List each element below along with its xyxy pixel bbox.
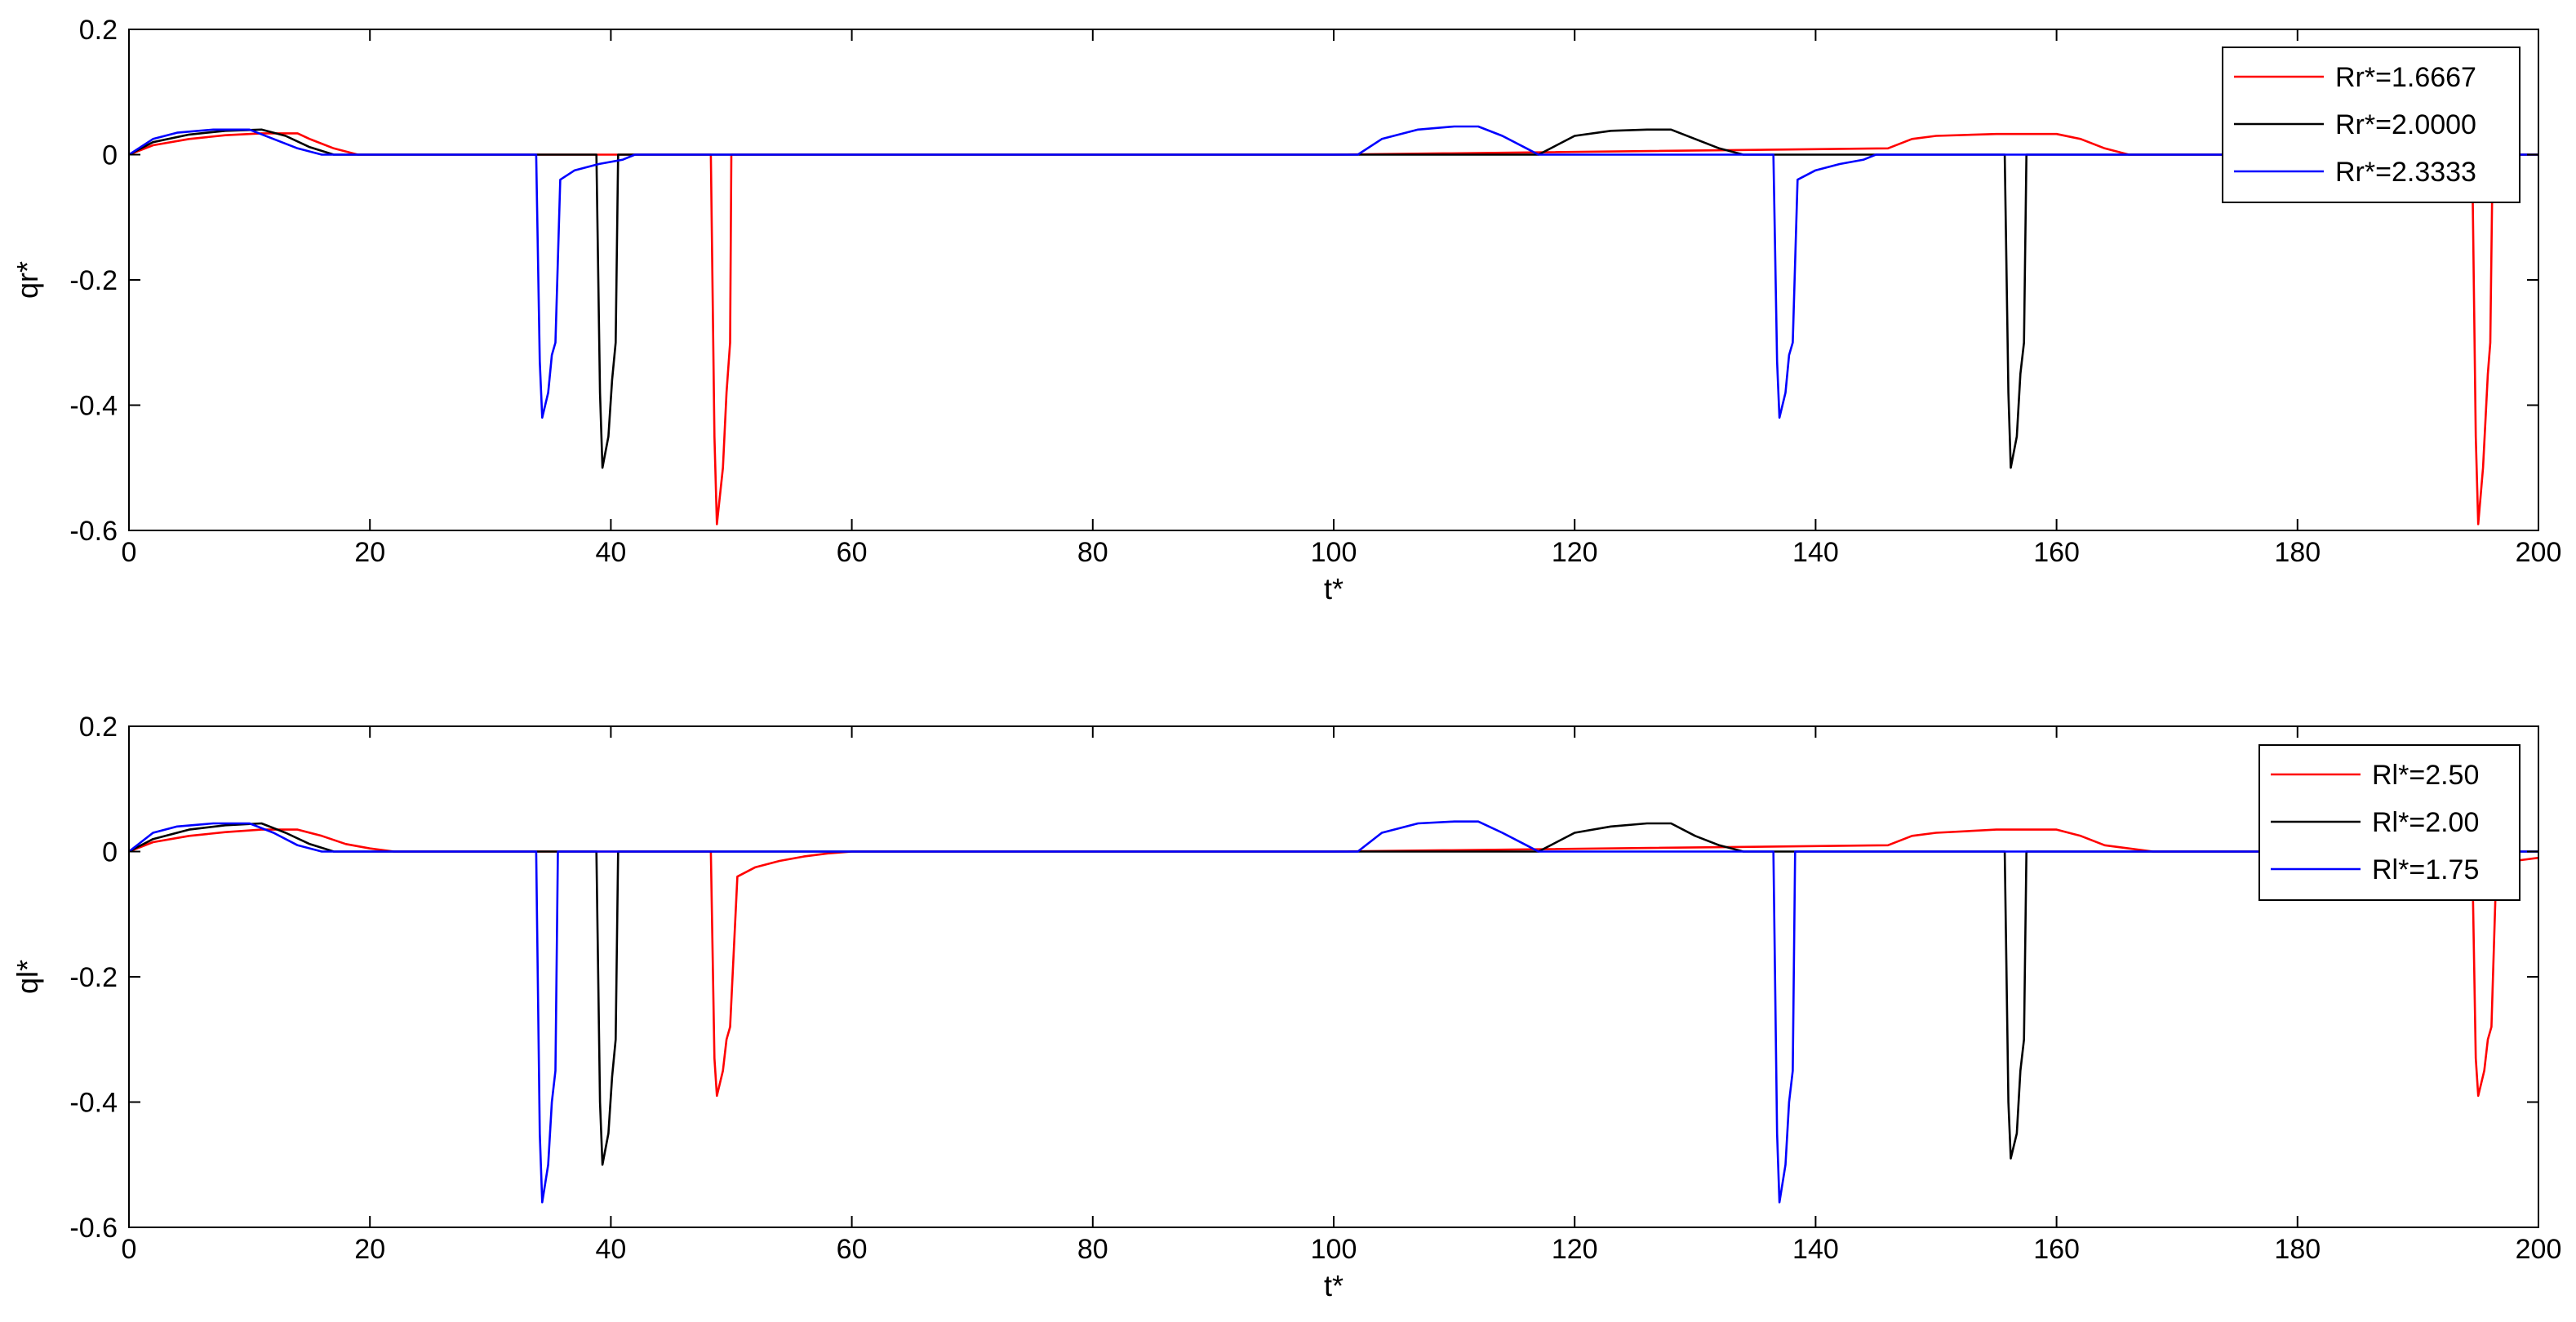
x-axis-label: t* [1324,1269,1344,1302]
x-tick-label: 160 [2033,537,2080,568]
plot-area [129,29,2538,530]
x-tick-label: 180 [2274,1234,2321,1265]
y-axis-label: qr* [11,261,44,299]
series-line-3 [129,125,2538,419]
x-tick-label: 20 [354,537,385,568]
x-tick-label: 60 [837,537,868,568]
x-tick-label: 20 [354,1234,385,1265]
y-tick-label: -0.4 [69,1088,118,1119]
x-axis-label: t* [1324,572,1344,606]
x-tick-label: 200 [2516,1234,2562,1265]
legend-label-1: Rr*=1.6667 [2335,62,2476,93]
x-tick-label: 200 [2516,537,2562,568]
legend-label-2: Rl*=2.00 [2372,807,2479,838]
legend: Rr*=1.6667 Rr*=2.0000 Rr*=2.3333 [2222,47,2520,203]
x-tick-label: 140 [1792,537,1839,568]
y-tick-label: 0 [102,837,118,868]
series-group [129,125,2538,526]
x-tick-label: 140 [1792,1234,1839,1265]
x-tick-label: 80 [1077,1234,1108,1265]
series-group [129,820,2538,1204]
x-tick-label: 0 [122,537,137,568]
y-tick-label: -0.4 [69,391,118,422]
legend: Rl*=2.50 Rl*=2.00 Rl*=1.75 [2258,744,2520,901]
series-line-1 [129,828,2538,1098]
legend-label-3: Rl*=1.75 [2372,854,2479,885]
top-panel: 0 20 40 60 80 100 120 140 160 180 200 0.2 0 -0.2 -0.4 -… [11,15,2561,606]
x-tick-label: 160 [2033,1234,2080,1265]
y-axis-label: ql* [11,960,44,994]
x-tick-label: 120 [1552,537,1598,568]
x-tick-label: 80 [1077,537,1108,568]
series-line-3 [129,820,2538,1204]
y-tick-label: -0.2 [69,265,118,296]
legend-label-2: Rr*=2.0000 [2335,109,2476,140]
x-tick-label: 180 [2274,537,2321,568]
x-tick-label: 0 [122,1234,137,1265]
x-tick-label: 40 [595,537,626,568]
legend-label-1: Rl*=2.50 [2372,760,2479,791]
plot-area [129,726,2538,1227]
x-tick-label: 60 [837,1234,868,1265]
bottom-panel: 0 20 40 60 80 100 120 140 160 180 200 0.2 0 -0.2 -0.4 -… [11,712,2561,1302]
y-tick-label: -0.6 [69,1213,118,1244]
x-tick-label: 120 [1552,1234,1598,1265]
legend-label-3: Rr*=2.3333 [2335,157,2476,188]
x-tick-label: 40 [595,1234,626,1265]
y-tick-label: -0.2 [69,962,118,993]
y-tick-label: -0.6 [69,516,118,547]
y-tick-label: 0 [102,140,118,171]
y-tick-label: 0.2 [79,15,118,46]
x-tick-label: 100 [1311,1234,1357,1265]
x-tick-label: 100 [1311,537,1357,568]
y-tick-label: 0.2 [79,712,118,743]
